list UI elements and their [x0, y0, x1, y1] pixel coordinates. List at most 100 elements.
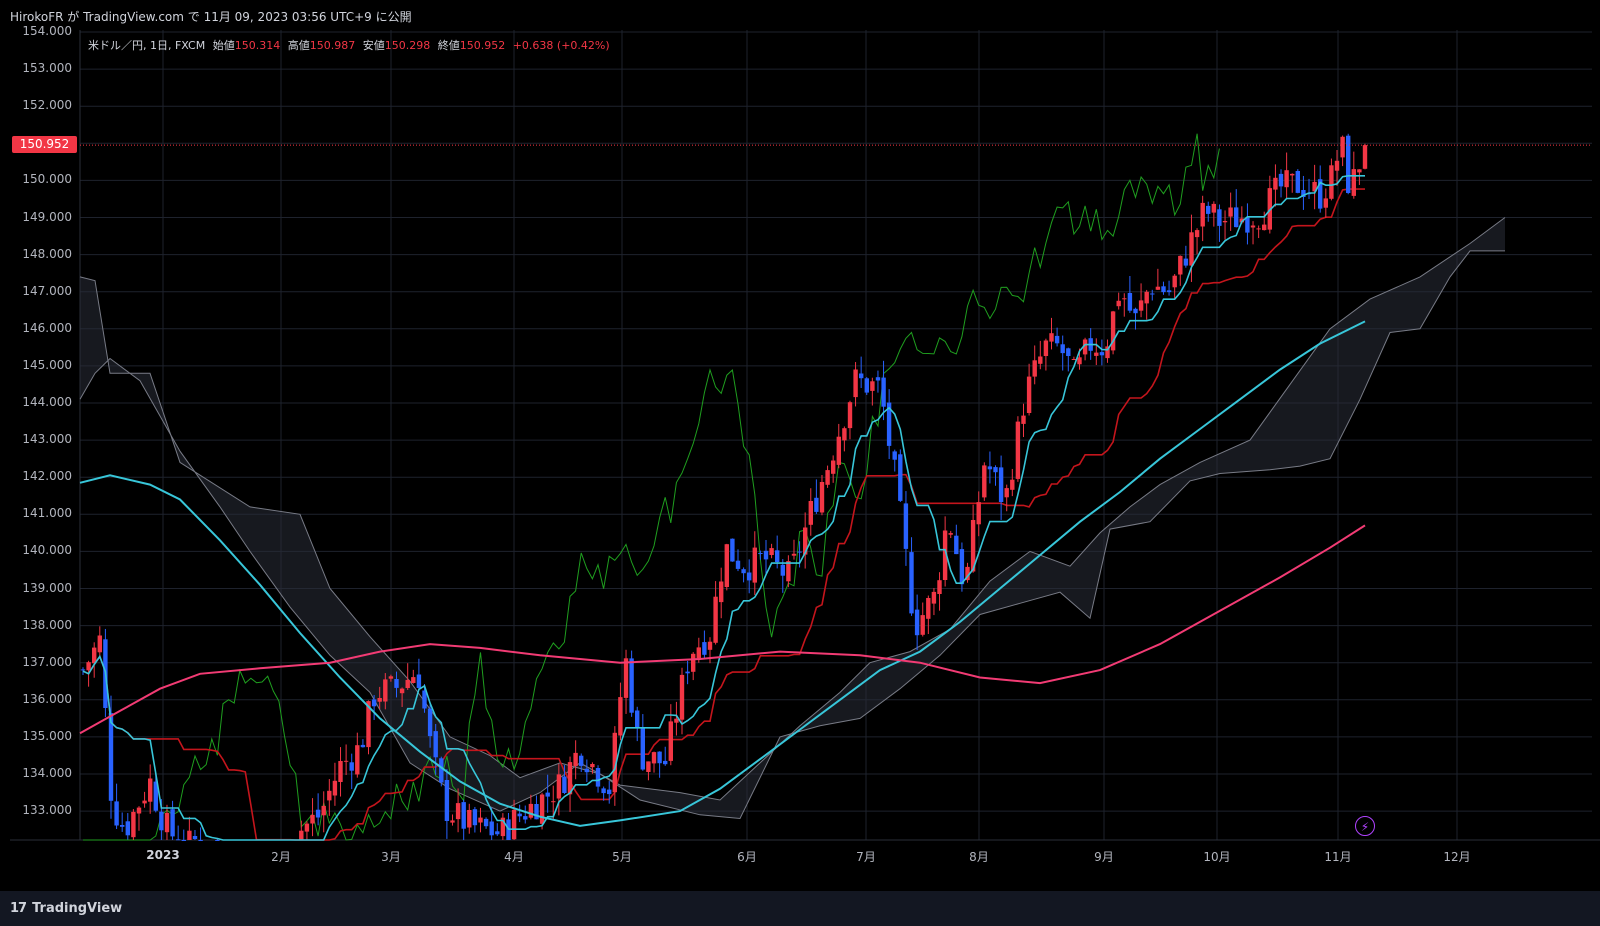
candle [842, 426, 847, 452]
candle-body [752, 547, 757, 583]
candle-body [444, 780, 450, 821]
candle [1172, 274, 1177, 299]
candle [1284, 152, 1289, 199]
candle-body [1004, 488, 1009, 498]
candle-body [937, 580, 942, 594]
candle [635, 706, 640, 742]
candle-body [707, 641, 713, 650]
candle-body [411, 677, 416, 683]
candle-body [612, 732, 617, 793]
candle-body [920, 615, 925, 635]
candle-body [153, 781, 158, 811]
candle-body [528, 803, 534, 818]
candle-body [455, 803, 461, 820]
candle-body [646, 761, 651, 772]
candle [1357, 169, 1362, 185]
candle-body [1267, 188, 1272, 230]
candle [310, 798, 315, 837]
candle-body [1323, 198, 1328, 208]
candle [136, 806, 142, 831]
candle-body [590, 764, 595, 768]
candle-body [993, 467, 998, 473]
candle [181, 829, 186, 841]
candle-body [461, 802, 466, 829]
tv-mark-icon: 17 [10, 901, 27, 916]
candle-body [998, 467, 1004, 502]
candle-body [1015, 421, 1021, 479]
candle-body [702, 642, 707, 655]
candle-body [1245, 217, 1250, 233]
candle-body [416, 674, 422, 688]
candle-body [668, 721, 673, 761]
candle-body [914, 609, 920, 636]
x-tick-label: 8月 [969, 850, 989, 864]
close-value: 150.952 [459, 39, 506, 52]
candle-body [1273, 177, 1278, 190]
candle [920, 602, 925, 637]
candle-body [304, 823, 310, 832]
y-tick-label: 150.000 [22, 172, 72, 187]
candle [153, 773, 158, 813]
candle-body [607, 789, 612, 795]
candle [1301, 175, 1306, 210]
candle-body [1228, 207, 1233, 217]
candle-body [1021, 415, 1026, 424]
candle [993, 465, 998, 486]
candle-body [1133, 308, 1138, 314]
candle-body [472, 809, 478, 826]
candle-body [1346, 135, 1351, 193]
candle [948, 530, 953, 539]
y-tick-label: 140.000 [22, 543, 72, 558]
candle-body [1178, 255, 1183, 275]
candle-body [926, 598, 931, 619]
candle [685, 660, 690, 685]
candle [892, 449, 897, 472]
candle-body [1357, 169, 1362, 173]
candle-body [327, 790, 332, 801]
candle-body [511, 809, 517, 840]
candle-body [1116, 300, 1121, 307]
candle-body [1334, 160, 1340, 171]
candle-body [825, 470, 830, 485]
candle-body [1038, 356, 1043, 364]
bolt-icon[interactable]: ⚡ [1355, 816, 1375, 836]
candle [478, 807, 483, 833]
tenkan-sen [82, 175, 1365, 841]
candle [427, 704, 433, 748]
tradingview-logo[interactable]: 17 TradingView [10, 901, 122, 916]
candle [657, 751, 662, 778]
candle [1234, 189, 1239, 228]
candle [483, 817, 489, 829]
candle-body [1150, 293, 1155, 295]
candle-body [1144, 291, 1149, 304]
candle-body [1340, 136, 1345, 158]
candle-body [965, 566, 970, 581]
candle [1295, 169, 1300, 194]
candle [511, 799, 517, 840]
candle-body [836, 436, 841, 465]
candle-body [1032, 360, 1037, 377]
candle-body [388, 676, 394, 679]
candle-body [775, 550, 780, 562]
x-tick-label: 12月 [1443, 850, 1471, 864]
candle-body [948, 533, 953, 535]
candle [148, 764, 153, 814]
candle [713, 581, 718, 645]
candle-body [399, 688, 405, 694]
candle [299, 820, 304, 840]
high-label: 高値 [287, 39, 310, 52]
candle [926, 595, 931, 635]
candle [640, 714, 645, 771]
candle [1323, 188, 1328, 218]
candle-body [1189, 232, 1194, 266]
candle-body [1290, 173, 1295, 176]
candle-body [321, 805, 326, 816]
candle [523, 805, 528, 824]
candle-body [663, 760, 668, 765]
candle-body [696, 647, 701, 659]
candle [327, 779, 332, 816]
candle [1066, 347, 1071, 372]
candle [366, 700, 371, 755]
